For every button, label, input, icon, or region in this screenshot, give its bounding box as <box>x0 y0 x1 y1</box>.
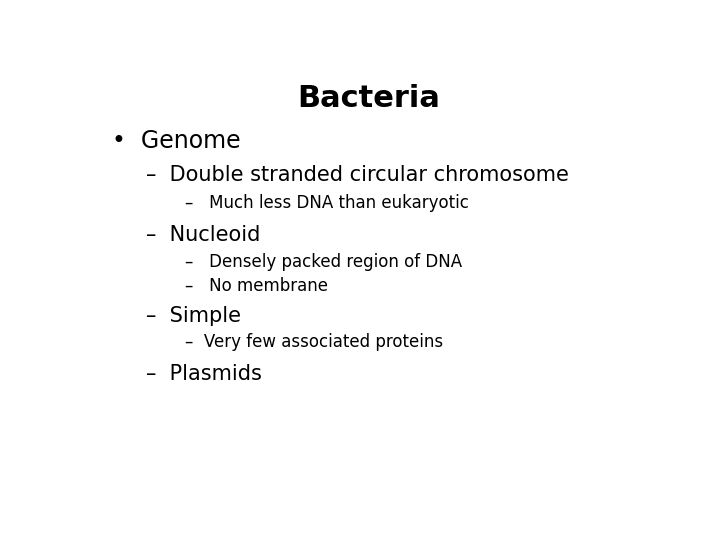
Text: –   No membrane: – No membrane <box>185 277 328 295</box>
Text: –   Densely packed region of DNA: – Densely packed region of DNA <box>185 253 462 271</box>
Text: –  Very few associated proteins: – Very few associated proteins <box>185 333 443 351</box>
Text: –   Much less DNA than eukaryotic: – Much less DNA than eukaryotic <box>185 194 469 212</box>
Text: –  Plasmids: – Plasmids <box>145 364 261 384</box>
Text: –  Nucleoid: – Nucleoid <box>145 225 260 245</box>
Text: •  Genome: • Genome <box>112 129 241 153</box>
Text: Bacteria: Bacteria <box>297 84 441 112</box>
Text: –  Double stranded circular chromosome: – Double stranded circular chromosome <box>145 165 569 185</box>
Text: –  Simple: – Simple <box>145 306 240 326</box>
